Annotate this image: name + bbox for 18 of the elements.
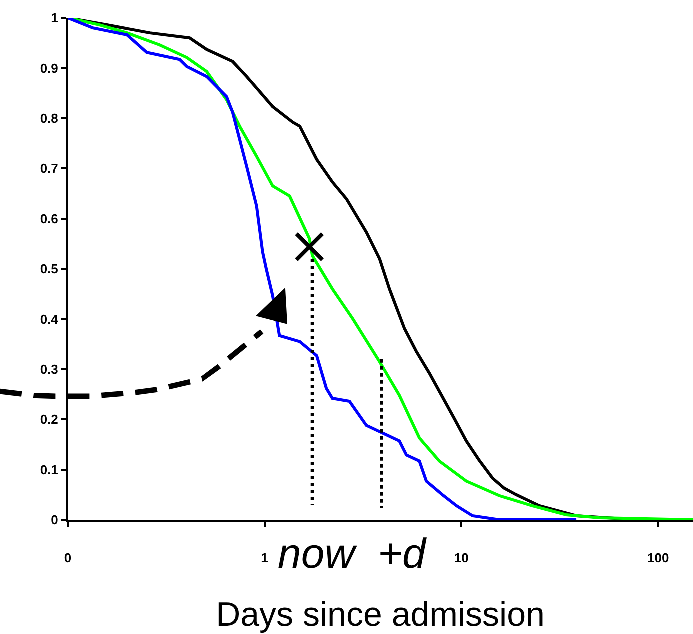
x-tick-label: 0: [64, 550, 72, 566]
y-tick-label: 0.5: [40, 262, 58, 277]
y-tick-label: 0.6: [40, 211, 58, 226]
x-tick-label: 1: [261, 550, 268, 566]
y-tick-label: 0.1: [40, 462, 58, 478]
y-tick-label: 1: [51, 10, 58, 26]
text: now: [278, 530, 358, 577]
y-tick-label: 0: [51, 512, 58, 528]
y-tick-label: 0.3: [40, 362, 58, 377]
y-tick-label: 0.4: [40, 312, 60, 327]
y-tick-label: 0.9: [40, 60, 58, 76]
x-axis-title: Days since admission: [216, 596, 545, 634]
x-tick-label: 10: [454, 550, 469, 566]
y-tick-label: 0.7: [40, 161, 58, 176]
y-tick-label: 0.8: [40, 110, 58, 126]
x-tick-label: 100: [648, 550, 670, 566]
text: +d: [378, 530, 428, 577]
y-tick-label: 0.2: [40, 412, 58, 428]
